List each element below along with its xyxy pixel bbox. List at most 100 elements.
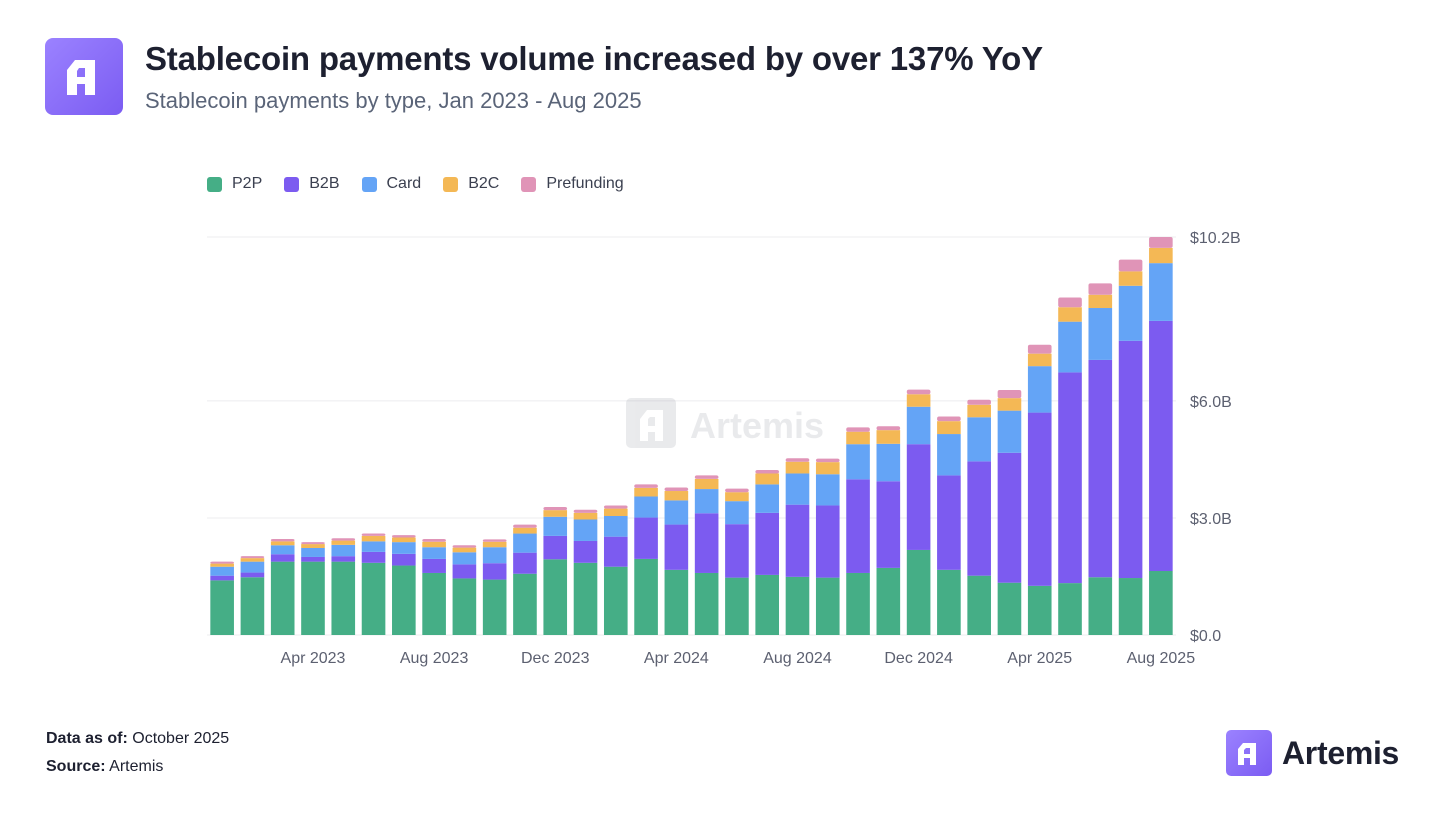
bar-segment-p2p[interactable] [603, 566, 628, 635]
bar-segment-prefunding[interactable] [392, 535, 416, 538]
bar-segment-p2p[interactable] [906, 549, 931, 635]
bar-segment-p2p[interactable] [482, 579, 507, 635]
bar-segment-card[interactable] [846, 444, 870, 480]
bar-segment-b2c[interactable] [361, 535, 386, 542]
bar-stack[interactable] [301, 542, 325, 635]
bar-segment-b2b[interactable] [876, 481, 901, 568]
bar-segment-prefunding[interactable] [664, 487, 689, 492]
bar-segment-card[interactable] [997, 410, 1022, 453]
bar-segment-card[interactable] [543, 516, 568, 536]
bar-segment-b2c[interactable] [1058, 307, 1082, 322]
bar-segment-b2c[interactable] [543, 510, 568, 517]
bar-segment-b2b[interactable] [997, 452, 1022, 583]
bar-segment-p2p[interactable] [1088, 577, 1113, 635]
bar-segment-prefunding[interactable] [785, 458, 810, 462]
bar-segment-card[interactable] [603, 515, 628, 537]
bar-segment-card[interactable] [785, 473, 810, 505]
bar-stack[interactable] [997, 389, 1022, 635]
bar-stack[interactable] [1027, 344, 1052, 635]
bar-stack[interactable] [725, 488, 749, 635]
bar-stack[interactable] [210, 561, 234, 635]
bar-segment-b2c[interactable] [301, 544, 325, 548]
bar-segment-b2c[interactable] [1027, 353, 1052, 367]
bar-segment-p2p[interactable] [997, 582, 1022, 635]
bar-segment-p2p[interactable] [937, 569, 961, 635]
bar-segment-card[interactable] [1149, 263, 1173, 321]
bar-stack[interactable] [331, 538, 356, 635]
bar-segment-b2b[interactable] [1118, 340, 1143, 579]
bar-segment-p2p[interactable] [1058, 583, 1082, 635]
bar-segment-b2b[interactable] [543, 535, 568, 560]
bar-segment-prefunding[interactable] [361, 533, 386, 536]
bar-segment-card[interactable] [361, 541, 386, 552]
bar-segment-card[interactable] [270, 545, 295, 555]
bar-segment-b2c[interactable] [785, 461, 810, 474]
bar-segment-b2b[interactable] [240, 572, 265, 578]
bar-segment-b2b[interactable] [392, 553, 416, 566]
bar-segment-b2c[interactable] [664, 491, 689, 501]
bar-segment-prefunding[interactable] [1118, 259, 1143, 272]
bar-segment-b2c[interactable] [392, 537, 416, 543]
bar-segment-card[interactable] [967, 417, 991, 462]
legend-item-p2p[interactable]: P2P [207, 175, 262, 193]
bar-segment-b2b[interactable] [846, 479, 870, 573]
bar-segment-b2b[interactable] [603, 536, 628, 567]
bar-segment-card[interactable] [815, 474, 840, 506]
bar-segment-b2c[interactable] [815, 462, 840, 475]
bar-segment-b2c[interactable] [1088, 294, 1113, 309]
bar-segment-prefunding[interactable] [543, 507, 568, 511]
bar-segment-b2b[interactable] [725, 524, 749, 578]
bar-segment-b2b[interactable] [785, 504, 810, 577]
bar-segment-card[interactable] [240, 561, 265, 573]
bar-segment-card[interactable] [664, 500, 689, 525]
bar-segment-p2p[interactable] [210, 580, 234, 635]
bar-stack[interactable] [452, 545, 477, 635]
legend-item-b2c[interactable]: B2C [443, 175, 499, 193]
bar-segment-b2c[interactable] [270, 541, 295, 546]
bar-segment-b2c[interactable] [422, 541, 446, 548]
bar-stack[interactable] [513, 524, 537, 635]
bar-segment-p2p[interactable] [755, 574, 780, 635]
bar-segment-prefunding[interactable] [513, 524, 537, 528]
bar-segment-b2b[interactable] [664, 524, 689, 570]
bar-segment-b2c[interactable] [876, 430, 901, 444]
bar-segment-b2c[interactable] [331, 540, 356, 545]
bar-stack[interactable] [482, 539, 507, 635]
bar-segment-card[interactable] [452, 552, 477, 565]
bar-segment-b2b[interactable] [331, 556, 356, 562]
bar-segment-b2b[interactable] [815, 505, 840, 578]
bar-segment-prefunding[interactable] [634, 484, 658, 488]
bar-segment-card[interactable] [331, 544, 356, 557]
bar-segment-b2b[interactable] [937, 475, 961, 570]
bar-segment-card[interactable] [876, 443, 901, 482]
bar-segment-prefunding[interactable] [876, 426, 901, 431]
bar-segment-b2b[interactable] [906, 444, 931, 550]
bar-segment-p2p[interactable] [815, 577, 840, 635]
bar-segment-card[interactable] [210, 566, 234, 576]
bar-segment-b2c[interactable] [452, 547, 477, 553]
bar-segment-prefunding[interactable] [967, 399, 991, 405]
bar-segment-b2b[interactable] [1027, 412, 1052, 586]
bar-segment-b2c[interactable] [967, 404, 991, 418]
bar-stack[interactable] [1058, 297, 1082, 635]
bar-segment-card[interactable] [1027, 366, 1052, 413]
bar-segment-b2c[interactable] [482, 541, 507, 548]
bar-segment-b2c[interactable] [694, 478, 719, 490]
bar-segment-card[interactable] [694, 489, 719, 514]
bar-segment-prefunding[interactable] [1149, 237, 1173, 248]
bar-segment-b2c[interactable] [755, 473, 780, 485]
bar-segment-card[interactable] [301, 547, 325, 557]
bar-segment-p2p[interactable] [664, 569, 689, 635]
bar-stack[interactable] [967, 399, 991, 635]
bar-segment-prefunding[interactable] [210, 561, 234, 564]
bar-stack[interactable] [634, 484, 658, 635]
bar-segment-card[interactable] [573, 519, 598, 541]
legend-item-b2b[interactable]: B2B [284, 175, 340, 193]
bar-segment-b2c[interactable] [603, 508, 628, 516]
bar-segment-b2c[interactable] [997, 398, 1022, 411]
bar-segment-p2p[interactable] [785, 576, 810, 635]
bar-segment-b2c[interactable] [1118, 271, 1143, 286]
bar-segment-prefunding[interactable] [1088, 283, 1113, 295]
bar-segment-card[interactable] [392, 542, 416, 554]
bar-segment-b2b[interactable] [513, 552, 537, 574]
